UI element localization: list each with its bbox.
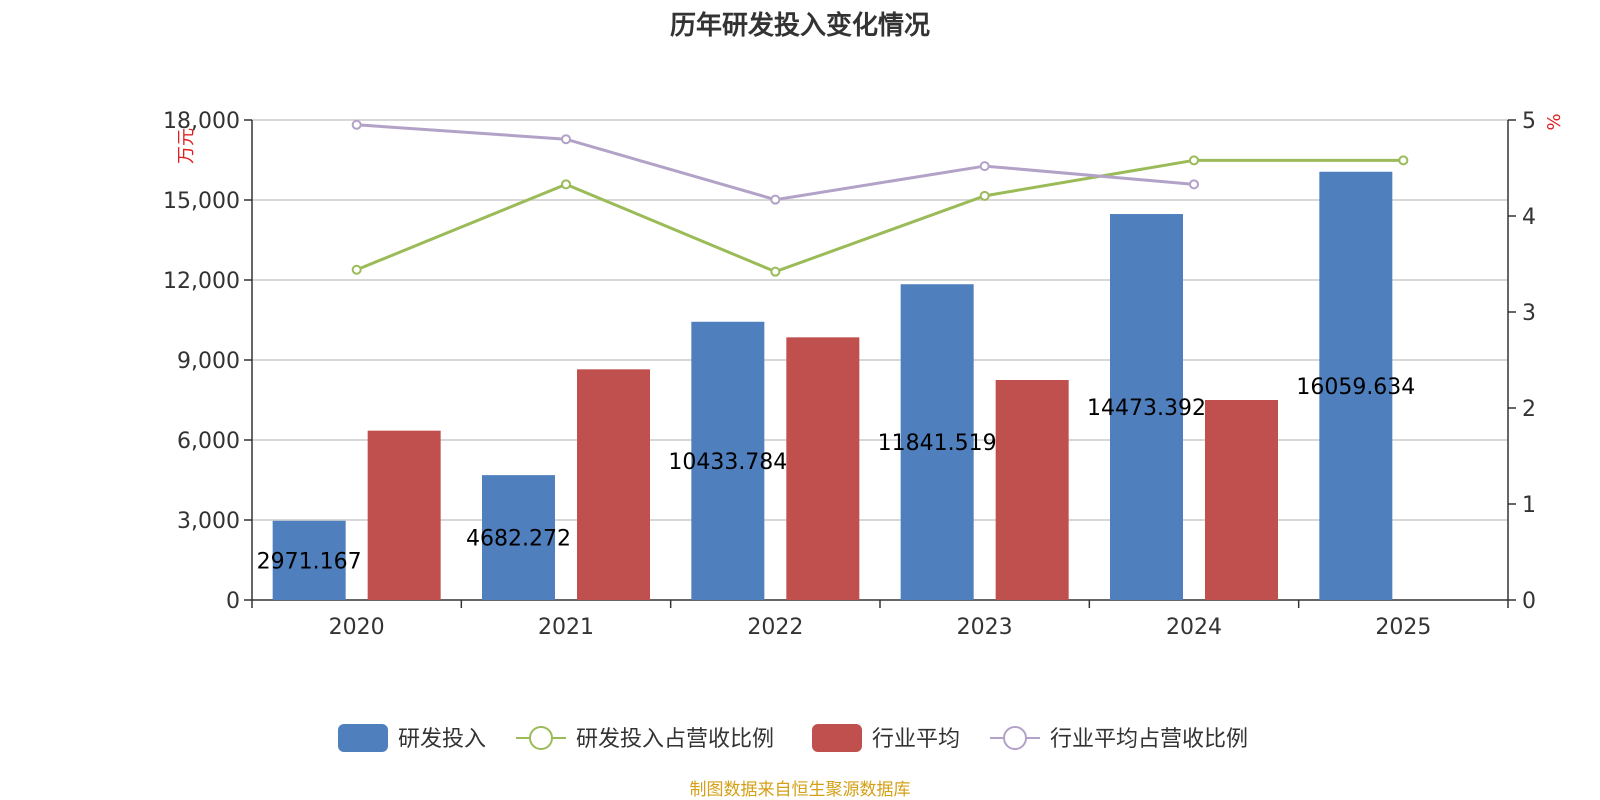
bar-industry-average: [367, 430, 441, 600]
axes: 0 3,000 6,000 9,000 12,000 15,000 18,000 0 1 2 3 4 5…: [163, 109, 1536, 640]
y-left-tick-label: 15,000: [163, 189, 240, 214]
line-point: [561, 179, 571, 190]
line-point: [351, 119, 362, 130]
bar-rd-investment: [900, 284, 974, 600]
line-point: [1189, 179, 1199, 190]
x-tick-label: 2022: [747, 615, 803, 640]
legend-swatch-bar: [338, 724, 388, 752]
y-right-tick-label: 3: [1522, 301, 1536, 326]
legend-swatch-bar: [812, 724, 862, 752]
line-rd-ratio: [356, 158, 1404, 274]
legend-label: 研发投入占营收比例: [576, 727, 774, 752]
legend-label: 行业平均: [872, 727, 960, 752]
line-point: [1398, 155, 1409, 166]
legend-swatch-marker: [1003, 726, 1027, 750]
line-point: [979, 190, 990, 201]
bar-value-label: 10433.784: [668, 450, 787, 475]
bar-rd-investment: [272, 520, 346, 600]
y-left-tick-label: 3,000: [177, 509, 240, 534]
y-left-tick-label: 6,000: [177, 429, 240, 454]
y-left-tick-label: 0: [226, 589, 240, 614]
y-right-tick-label: 4: [1522, 205, 1536, 230]
data-labels: 2971.167 4682.272 10433.784 11841.519 14473.…: [257, 375, 1416, 575]
legend: 研发投入 研发投入占营收比例 行业平均 行业平均占营收比例: [338, 724, 1248, 752]
legend-label: 行业平均占营收比例: [1050, 727, 1248, 752]
lines: [351, 119, 1409, 277]
x-tick-label: 2023: [957, 615, 1013, 640]
bar-industry-average: [577, 369, 650, 600]
y-left-tick-label: 12,000: [163, 269, 240, 294]
line-point: [770, 194, 781, 205]
y-right-tick-label: 1: [1522, 493, 1536, 518]
y-left-unit: 万元: [176, 128, 197, 164]
y-right-tick-label: 5: [1522, 109, 1536, 134]
bar-value-label: 4682.272: [466, 527, 571, 552]
x-tick-label: 2020: [329, 615, 385, 640]
bar-rd-investment: [482, 475, 555, 600]
chart-title: 历年研发投入变化情况: [670, 10, 930, 41]
gridlines: [252, 119, 1508, 521]
bar-value-label: 16059.634: [1296, 375, 1415, 400]
bar-industry-average: [1205, 400, 1278, 600]
line-point: [979, 161, 990, 172]
bar-industry-average: [786, 337, 860, 600]
bar-rd-investment: [1110, 214, 1183, 600]
y-right-unit: %: [1544, 113, 1565, 130]
y-left-tick-label: 18,000: [163, 109, 240, 134]
legend-label: 研发投入: [398, 727, 486, 752]
line-point: [351, 264, 362, 275]
line-point: [561, 134, 571, 145]
x-tick-label: 2025: [1375, 615, 1431, 640]
bar-value-label: 14473.392: [1087, 396, 1206, 421]
y-left-tick-label: 9,000: [177, 349, 240, 374]
line-point: [1189, 155, 1199, 166]
bar-rd-investment: [691, 321, 765, 600]
line-point: [770, 266, 781, 277]
bars: [272, 171, 1393, 600]
source-note: 制图数据来自恒生聚源数据库: [690, 780, 911, 800]
bar-industry-average: [995, 380, 1069, 600]
y-right-tick-label: 0: [1522, 589, 1536, 614]
x-tick-label: 2021: [538, 615, 594, 640]
y-right-tick-label: 2: [1522, 397, 1536, 422]
bar-value-label: 11841.519: [878, 431, 997, 456]
x-tick-label: 2024: [1166, 615, 1222, 640]
bar-rd-investment: [1319, 171, 1393, 600]
legend-swatch-marker: [529, 726, 553, 750]
line-industry-ratio: [356, 123, 1195, 202]
bar-value-label: 2971.167: [257, 549, 362, 574]
